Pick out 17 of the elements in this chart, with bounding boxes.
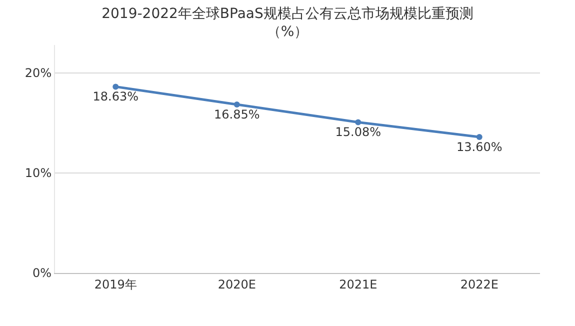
y-tick-label: 20%: [24, 66, 52, 80]
x-tick-label: 2019年: [94, 277, 137, 292]
data-label: 15.08%: [335, 124, 382, 139]
point: [476, 134, 482, 140]
data-label: 13.60%: [456, 140, 502, 154]
point: [112, 84, 119, 90]
chart-title: 2019-2022年全球BPaaS规模占公有云总市场规模比重预测: [102, 6, 474, 22]
x-tick-label: 2021E: [339, 277, 378, 292]
chart-subtitle: （%）: [266, 24, 308, 40]
x-tick-label: 2020E: [218, 277, 256, 292]
y-tick-label: 10%: [24, 166, 52, 180]
data-label: 18.63%: [92, 89, 139, 104]
y-tick-label: 0%: [32, 266, 52, 280]
x-tick-label: 2022E: [460, 277, 498, 292]
data-label: 16.85%: [214, 107, 260, 122]
point: [355, 119, 362, 126]
point: [234, 102, 240, 108]
